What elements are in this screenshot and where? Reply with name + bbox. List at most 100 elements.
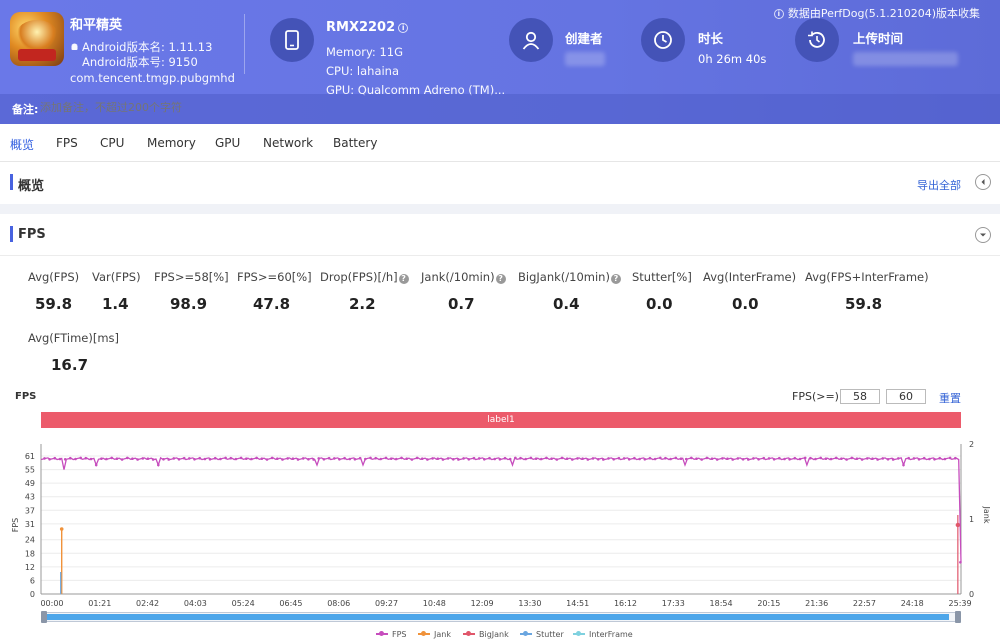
tab-cpu[interactable]: CPU: [100, 136, 125, 150]
stat-value: 1.4: [102, 295, 129, 313]
tab-overview[interactable]: 概览: [10, 138, 35, 152]
help-icon[interactable]: ?: [610, 274, 621, 284]
fps-point: [426, 458, 429, 461]
fps-point: [239, 456, 243, 460]
android-version-code: Android版本号: 9150: [82, 55, 198, 69]
fps-point: [881, 457, 885, 460]
fps-point: [803, 456, 807, 460]
time-range-fill[interactable]: [47, 614, 949, 620]
fps-point: [959, 561, 962, 564]
fps-point: [778, 456, 781, 460]
y2-axis-label: Jank: [982, 506, 991, 524]
fps-point: [679, 457, 683, 460]
y-tick-label: 0: [30, 590, 35, 599]
fps-point: [571, 458, 574, 461]
tab-battery[interactable]: Battery: [333, 136, 378, 150]
x-tick-label: 09:27: [375, 599, 398, 608]
info-icon[interactable]: i: [398, 23, 409, 33]
fps-threshold-input-2[interactable]: [886, 389, 926, 404]
fps-point: [498, 458, 502, 461]
fps-point: [182, 456, 186, 460]
stat-label: Var(FPS): [92, 270, 141, 284]
fps-point: [146, 457, 150, 460]
fps-point: [338, 458, 341, 461]
fps-point: [741, 458, 745, 461]
help-icon[interactable]: ?: [495, 274, 506, 284]
fps-point: [462, 457, 465, 460]
device-memory: Memory: 11G: [326, 45, 404, 59]
fps-point: [141, 457, 145, 460]
fps-point: [891, 458, 895, 461]
tab-network[interactable]: Network: [263, 136, 314, 150]
y-axis-label: FPS: [11, 518, 20, 533]
stat-label: Jank(/10min)?: [421, 270, 506, 284]
stat-value: 59.8: [35, 295, 73, 313]
fps-point: [659, 456, 662, 460]
android-icon: [71, 43, 78, 50]
fps-point: [767, 457, 771, 460]
legend-fps[interactable]: FPS: [376, 630, 407, 639]
fps-point: [586, 458, 590, 461]
remark-input[interactable]: [40, 101, 340, 114]
fps-point: [736, 457, 740, 460]
tab-memory[interactable]: Memory: [147, 136, 196, 150]
reset-button[interactable]: 重置: [939, 392, 961, 405]
chevron-left-icon: [981, 179, 985, 185]
fps-point: [545, 456, 548, 460]
x-tick-label: 21:36: [805, 599, 828, 608]
fps-threshold-label: FPS(>=): [792, 390, 839, 403]
fps-point: [731, 458, 734, 461]
fps-point: [58, 457, 62, 461]
fps-point: [762, 456, 766, 460]
fps-point: [933, 458, 936, 461]
help-icon[interactable]: ?: [398, 274, 409, 284]
collapse-left-button[interactable]: [975, 174, 991, 190]
export-all-link[interactable]: 导出全部: [917, 179, 961, 192]
upload-time-redacted: [853, 52, 958, 66]
fps-point: [224, 456, 227, 460]
fps-point: [917, 458, 921, 461]
label-band[interactable]: label1: [41, 412, 961, 428]
x-tick-label: 10:48: [423, 599, 446, 608]
fps-point: [296, 458, 300, 461]
fps-point: [348, 457, 352, 461]
fps-point: [705, 456, 709, 460]
fps-point: [617, 456, 621, 460]
fps-point: [845, 458, 848, 461]
fps-point: [540, 457, 543, 461]
fps-point: [560, 456, 564, 460]
x-tick-label: 13:30: [518, 599, 541, 608]
fps-section-title: FPS: [18, 227, 46, 242]
fps-point: [250, 457, 253, 461]
fps-point: [265, 458, 269, 461]
fps-point: [700, 458, 703, 461]
stat-label: Stutter[%]: [632, 270, 692, 284]
tab-gpu[interactable]: GPU: [215, 136, 241, 150]
fps-point: [431, 457, 434, 460]
fps-point: [943, 457, 947, 461]
fps-point: [721, 457, 724, 460]
legend-bigjank[interactable]: BigJank: [463, 630, 509, 639]
fps-point: [524, 457, 527, 461]
collapse-down-button[interactable]: [975, 227, 991, 243]
range-handle-left[interactable]: [41, 611, 47, 623]
stat-label: BigJank(/10min)?: [518, 270, 621, 284]
y-tick-label: 49: [25, 479, 35, 488]
y-tick-label: 18: [25, 549, 35, 558]
range-handle-right[interactable]: [955, 611, 961, 623]
legend-interframe[interactable]: InterFrame: [573, 630, 633, 639]
fps-point: [669, 457, 672, 461]
legend-stutter[interactable]: Stutter: [520, 630, 564, 639]
fps-point: [695, 457, 698, 460]
legend-jank[interactable]: Jank: [418, 630, 451, 639]
tab-fps[interactable]: FPS: [56, 136, 78, 150]
fps-point: [612, 458, 615, 461]
fps-threshold-input-1[interactable]: [840, 389, 880, 404]
fps-point: [193, 458, 196, 461]
fps-point: [876, 458, 879, 461]
fps-point: [886, 458, 890, 461]
fps-point: [63, 458, 67, 461]
fps-point: [819, 456, 822, 460]
fps-point: [534, 457, 538, 460]
